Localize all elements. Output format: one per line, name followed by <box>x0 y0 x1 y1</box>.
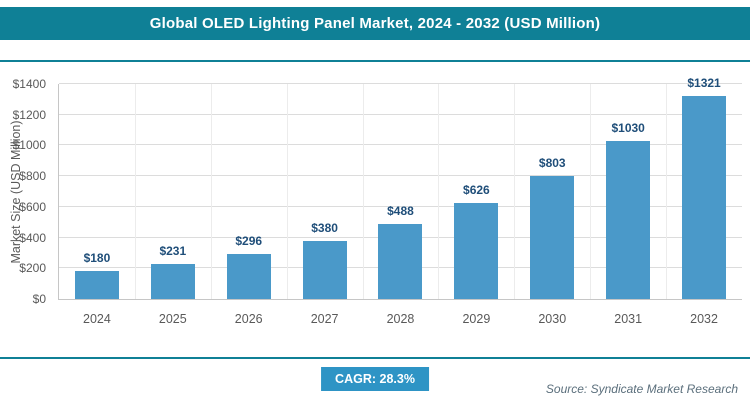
bar <box>530 175 575 299</box>
h-gridline <box>59 144 742 146</box>
top-divider <box>0 60 750 62</box>
y-tick-label: $800 <box>19 169 46 184</box>
x-axis-label: 2025 <box>158 312 187 326</box>
v-gridline <box>134 84 136 299</box>
h-gridline <box>59 83 742 84</box>
chart-title: Global OLED Lighting Panel Market, 2024 … <box>149 15 601 32</box>
source-text: Source: Syndicate Market Research <box>545 382 738 396</box>
v-gridline <box>210 84 212 299</box>
y-tick-label: $0 <box>32 292 46 306</box>
bar-value-label: $1030 <box>611 120 645 135</box>
v-gridline <box>362 84 364 299</box>
bar-value-label: $488 <box>387 204 414 219</box>
y-tick-label: $400 <box>19 230 46 245</box>
bar <box>606 140 651 299</box>
h-gridline <box>59 113 742 115</box>
y-tick-label: $1200 <box>12 107 46 122</box>
x-axis-label: 2027 <box>310 312 339 326</box>
bar <box>378 224 423 299</box>
bar <box>226 253 271 299</box>
v-gridline <box>514 84 516 299</box>
chart-title-bar: Global OLED Lighting Panel Market, 2024 … <box>0 7 750 40</box>
x-axis-label: 2030 <box>538 312 567 326</box>
x-axis-label: 2029 <box>462 312 491 326</box>
h-gridline <box>59 205 742 207</box>
v-gridline <box>666 84 668 299</box>
bar <box>682 96 727 299</box>
v-gridline <box>286 84 288 299</box>
bar-value-label: $296 <box>235 233 263 248</box>
bar-value-label: $231 <box>159 243 187 258</box>
bottom-divider <box>0 357 750 359</box>
y-tick-label: $1400 <box>12 77 46 91</box>
x-axis-label: 2026 <box>234 312 263 326</box>
bar-value-label: $180 <box>83 251 111 266</box>
x-axis-label: 2031 <box>614 312 643 326</box>
bar <box>150 263 195 299</box>
x-axis-label: 2028 <box>386 312 415 326</box>
x-axis-label: 2024 <box>83 312 111 326</box>
cagr-badge: CAGR: 28.3% <box>321 367 429 391</box>
v-gridline <box>590 84 592 299</box>
bar <box>454 202 499 299</box>
bar-value-label: $1321 <box>687 76 721 91</box>
y-tick-label: $1000 <box>12 138 46 153</box>
y-axis-ticks: $0 $200 $400 $600 $800 $1000 $1200 $1400 <box>0 77 52 306</box>
bar-value-label: $380 <box>311 220 338 235</box>
y-tick-label: $200 <box>19 261 46 276</box>
plot-area: $180 2024 $231 2025 $296 2026 $380 2027 $488 2028… <box>58 76 742 326</box>
bar <box>302 240 347 299</box>
y-tick-label: $600 <box>19 199 46 214</box>
v-gridline <box>438 84 440 299</box>
h-gridline <box>59 175 742 177</box>
bar <box>74 271 119 299</box>
x-axis-label: 2032 <box>690 312 718 326</box>
bar-value-label: $803 <box>538 155 566 170</box>
bar-value-label: $626 <box>463 182 490 197</box>
